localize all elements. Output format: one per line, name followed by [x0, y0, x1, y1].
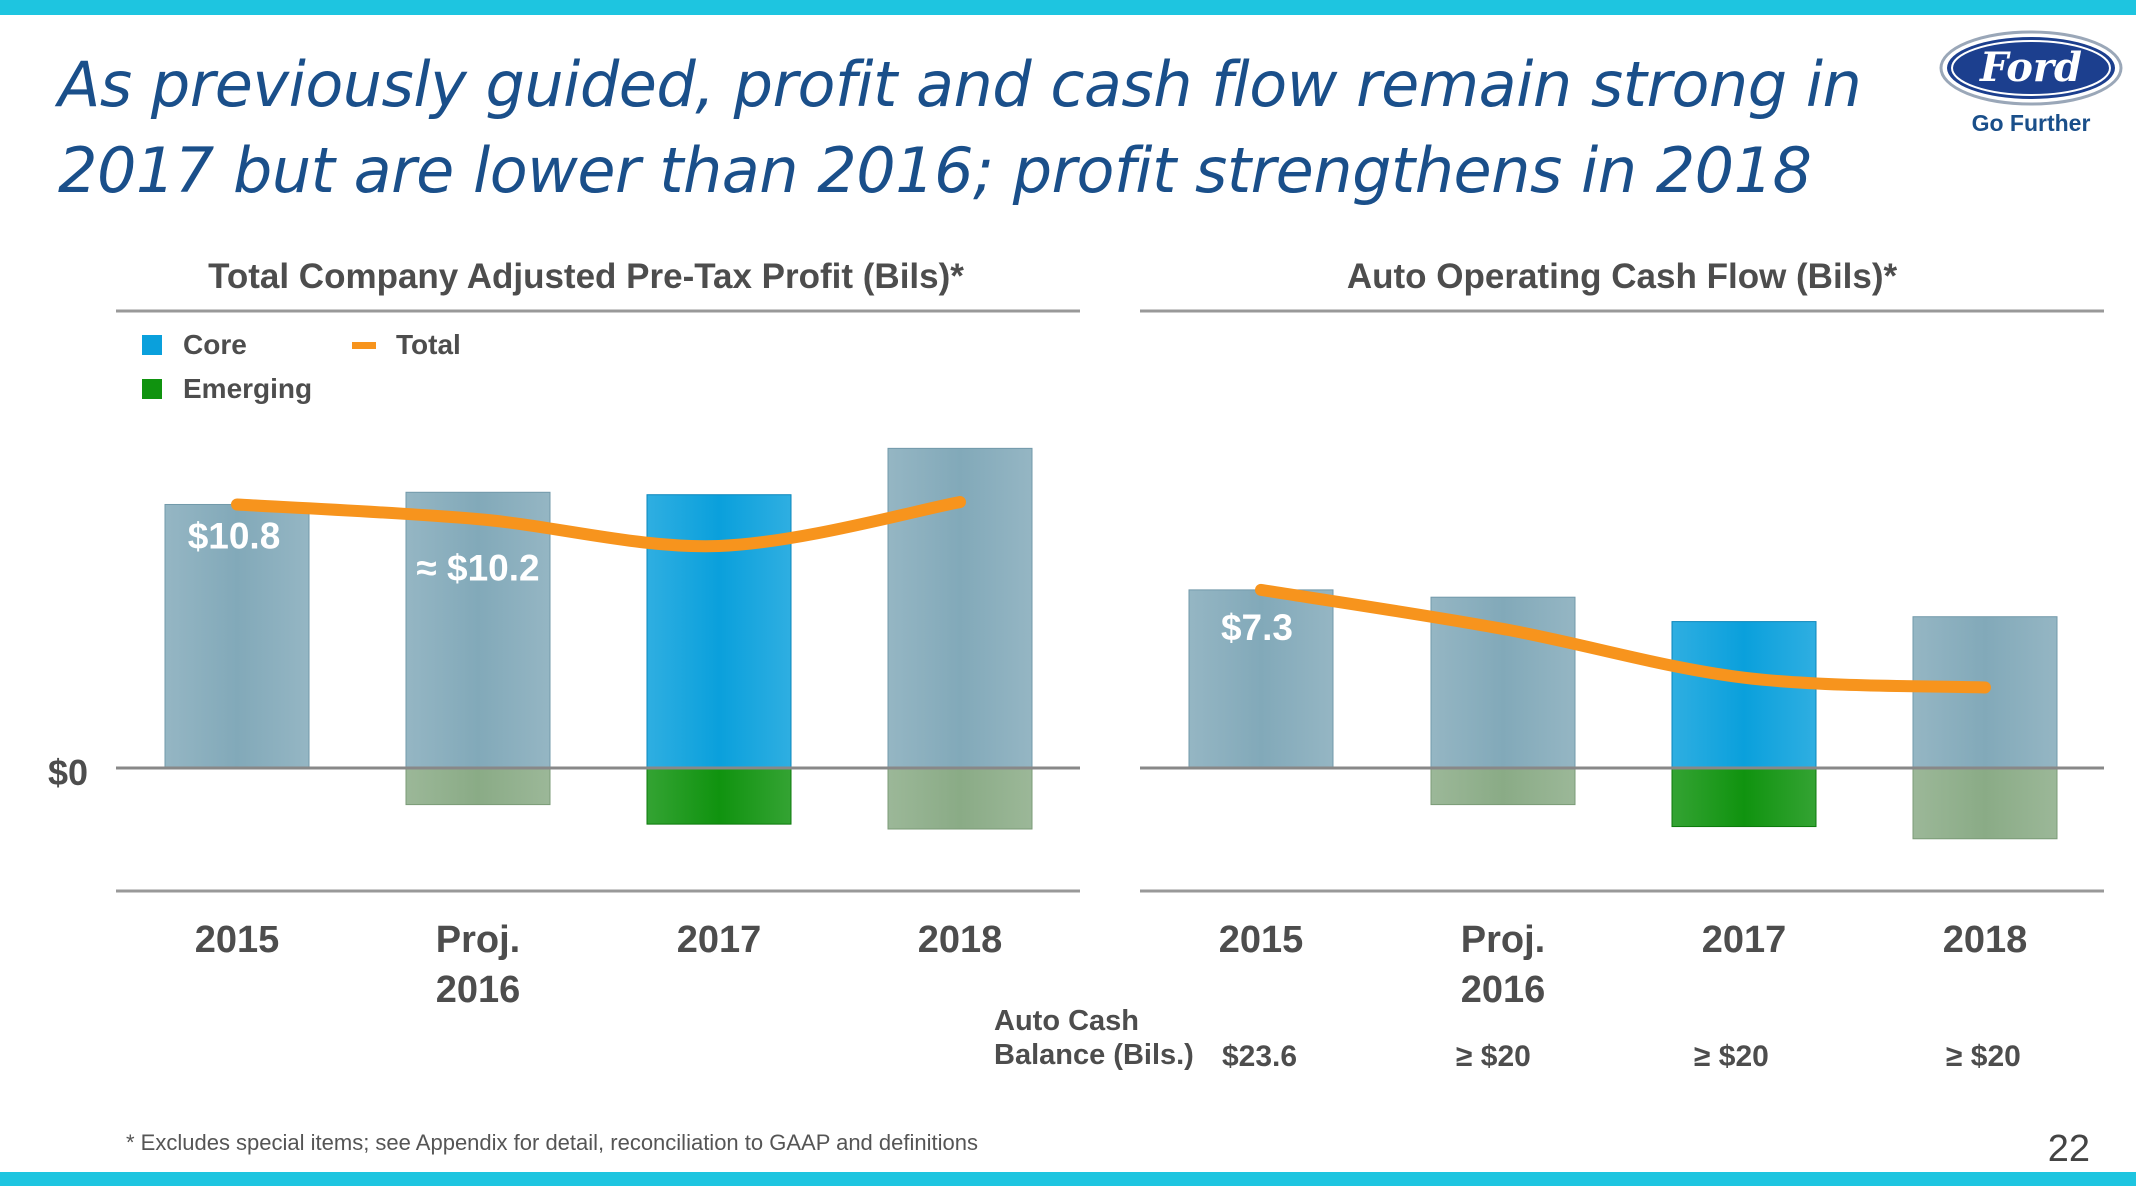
chart-operating-cash-flow: Auto Operating Cash Flow (Bils)* $7.3 2015…: [1140, 257, 2104, 1011]
cash-balance-label-line-2: Balance (Bils.): [994, 1039, 1194, 1071]
data-label: $10.8: [188, 515, 281, 556]
slide-title: As previously guided, profit and cash fl…: [58, 42, 1878, 214]
data-label: ≈ $10.2: [416, 547, 539, 588]
tagline: Go Further: [1971, 110, 2091, 136]
bar-core: [1188, 589, 1334, 769]
category-label: 2015: [195, 919, 280, 961]
category-label: Proj.: [436, 919, 520, 961]
cash-balance-value: ≥ $20: [1456, 1040, 1531, 1073]
cash-balance-label: Auto Cash Balance (Bils.): [994, 1004, 1234, 1072]
legend-label-emerging: Emerging: [183, 373, 312, 404]
bar-emerging: [646, 767, 792, 825]
bar-core: [405, 491, 551, 769]
series-line-total: [1255, 583, 1991, 694]
footnote: * Excludes special items; see Appendix f…: [126, 1130, 978, 1155]
chart-pretax-profit: Total Company Adjusted Pre-Tax Profit (B…: [116, 257, 1080, 1011]
category-label: 2016: [436, 969, 521, 1011]
category-label: 2016: [1461, 969, 1546, 1011]
bar-core: [164, 503, 310, 769]
legend-swatch-core: [142, 335, 162, 355]
bar-emerging: [887, 767, 1033, 830]
ford-logo: Ford: [1938, 28, 2124, 136]
chart-title: Auto Operating Cash Flow (Bils)*: [1347, 257, 1898, 296]
category-label: 2015: [1219, 919, 1304, 961]
page-number: 22: [2047, 1128, 2090, 1170]
legend-label-total: Total: [396, 329, 461, 360]
category-label: 2018: [1943, 919, 2028, 961]
legend-swatch-total: [352, 342, 376, 349]
cash-balance-value: ≥ $20: [1694, 1040, 1769, 1073]
chart-title: Total Company Adjusted Pre-Tax Profit (B…: [208, 257, 964, 296]
ford-logo-wordmark: Ford: [1979, 44, 2082, 91]
bar-emerging: [1912, 767, 2058, 840]
bar-emerging: [1430, 767, 1576, 806]
bar-emerging: [405, 767, 551, 806]
category-label: 2017: [677, 919, 762, 961]
bar-emerging: [1671, 767, 1817, 828]
data-label: $7.3: [1221, 607, 1293, 648]
legend-label-core: Core: [183, 329, 247, 360]
slide-title-line-1: As previously guided, profit and cash fl…: [58, 48, 1862, 121]
category-label: Proj.: [1461, 919, 1545, 961]
zero-axis-label: $0: [48, 752, 88, 793]
cash-balance-label-line-1: Auto Cash: [994, 1005, 1139, 1037]
cash-balance-value: ≥ $20: [1946, 1040, 2021, 1073]
bottom-accent-bar: [0, 1172, 2136, 1186]
bar-core: [1671, 621, 1817, 769]
top-accent-bar: [0, 0, 2136, 15]
category-label: 2017: [1702, 919, 1787, 961]
slide-title-line-2: 2017 but are lower than 2016; profit str…: [58, 134, 1812, 207]
legend-swatch-emerging: [142, 379, 162, 399]
category-label: 2018: [918, 919, 1003, 961]
cash-balance-value: $23.6: [1222, 1040, 1298, 1073]
series-line-total: [231, 496, 966, 553]
